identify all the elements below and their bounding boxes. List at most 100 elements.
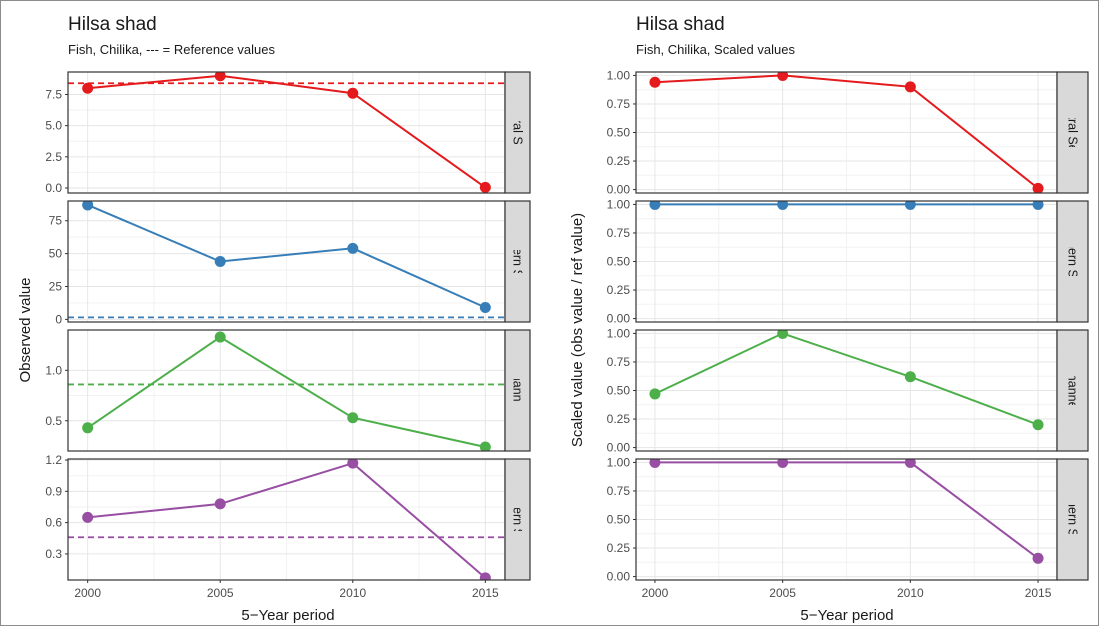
data-point	[214, 256, 226, 267]
x-tick-label: 2000	[642, 586, 669, 600]
data-point	[479, 441, 491, 451]
y-tick-label: 0.25	[607, 412, 631, 426]
y-tick-label: 75	[49, 214, 63, 228]
plot-area	[68, 459, 505, 580]
y-tick-label: 1.0	[45, 363, 62, 377]
data-point	[82, 82, 94, 94]
data-point	[479, 572, 491, 580]
y-tick-label: 0.50	[607, 513, 631, 527]
observed-value-chart: Hilsa shad Fish, Chilika, --- = Referenc…	[17, 14, 531, 624]
y-tick-label: 0.50	[607, 255, 631, 269]
y-tick-label: 0.9	[45, 484, 62, 498]
data-point	[82, 201, 94, 211]
y-tick-label: 1.00	[607, 455, 631, 469]
x-tick-label: 2005	[207, 586, 234, 600]
chart-title: Hilsa shad	[68, 14, 157, 35]
y-tick-label: 0.75	[607, 97, 631, 111]
panel-central-sector: 0.00 0.25 0.50 0.75 1.00 Central Sector	[607, 68, 1089, 197]
y-tick-label: 1.00	[607, 197, 631, 211]
panel-northern-sector: 0 25 50 75 Northern Sector	[49, 200, 531, 326]
y-tick-label: 0.75	[607, 355, 631, 369]
strip-background	[504, 458, 531, 581]
data-point	[347, 412, 359, 424]
y-tick-label: 0.75	[607, 226, 631, 240]
panel-central-sector: 0.0 2.5 5.0 7.5 Central Sector	[45, 71, 531, 195]
data-point	[479, 181, 491, 193]
panel-southern-sector: 0.3 0.6 0.9 1.2 Southern Sector	[45, 453, 531, 581]
plot-area	[68, 72, 505, 193]
strip-label: Northern Sector	[511, 217, 525, 305]
y-tick-label: 1.2	[45, 453, 62, 467]
strip-background	[1056, 329, 1089, 452]
chart-subtitle: Fish, Chilika, Scaled values	[636, 42, 795, 57]
data-point	[777, 201, 789, 210]
panel-northern-sector: 0.00 0.25 0.50 0.75 1.00 Northern Sector	[607, 197, 1089, 326]
x-axis-label: 5−Year period	[800, 607, 893, 624]
facet-strip: Central Sector	[1056, 71, 1089, 194]
panel-southern-sector: 0.00 0.25 0.50 0.75 1.00 Southern Sector	[607, 455, 1089, 584]
strip-label: Northern Sector	[1066, 217, 1080, 305]
data-point	[1032, 201, 1044, 210]
data-point	[347, 87, 359, 99]
y-tick-label: 7.5	[45, 87, 62, 101]
y-axis-label: Scaled value (obs value / ref value)	[569, 213, 586, 447]
strip-background	[1056, 71, 1089, 194]
plot-area	[68, 201, 505, 319]
data-point	[214, 72, 226, 82]
panel-outer-channel-sector: 0.5 1.0 Outer Channel Sector	[45, 329, 531, 452]
y-tick-label: 0.25	[607, 541, 631, 555]
y-tick-label: 0.25	[607, 154, 631, 168]
y-tick-label: 0.0	[45, 181, 62, 195]
facet-strip: Southern Sector	[504, 458, 531, 581]
plot-area	[649, 330, 1044, 431]
data-point	[479, 302, 491, 314]
series-line	[654, 74, 1039, 190]
chart-title: Hilsa shad	[636, 14, 725, 35]
y-tick-label: 0.00	[607, 312, 631, 326]
y-tick-label: 0.5	[45, 414, 62, 428]
scaled-value-chart: Hilsa shad Fish, Chilika, Scaled values …	[569, 14, 1089, 624]
y-tick-label: 0	[55, 312, 62, 326]
y-tick-label: 2.5	[45, 150, 62, 164]
plot-area	[649, 201, 1044, 210]
strip-label: Central Sector	[1066, 93, 1080, 173]
facet-strip: Northern Sector	[1056, 200, 1089, 323]
strip-label: Southern Sector	[1066, 474, 1080, 564]
x-axis-label: 5−Year period	[241, 607, 334, 624]
strip-label: Southern Sector	[511, 474, 525, 564]
x-tick-label: 2000	[74, 586, 101, 600]
facet-strip: Southern Sector	[1056, 458, 1089, 581]
data-point	[82, 511, 94, 523]
y-tick-label: 0.00	[607, 183, 631, 197]
y-axis-label: Observed value	[17, 277, 34, 382]
plot-area	[68, 331, 505, 451]
plot-area	[649, 72, 1044, 193]
series-line	[87, 203, 486, 309]
data-point	[1032, 182, 1044, 193]
data-point	[214, 498, 226, 510]
y-tick-label: 0.50	[607, 384, 631, 398]
data-point	[904, 81, 916, 93]
x-tick-label: 2005	[769, 586, 796, 600]
x-tick-label: 2015	[472, 586, 499, 600]
series-line	[87, 74, 486, 189]
y-tick-label: 0.25	[607, 283, 631, 297]
strip-background	[1056, 200, 1089, 323]
facet-strip: Outer Channel Sector	[1056, 329, 1089, 452]
data-point	[777, 330, 789, 339]
x-tick-label: 2010	[897, 586, 924, 600]
facet-strip: Northern Sector	[504, 200, 531, 323]
strip-label: Outer Channel Sector	[1066, 330, 1080, 451]
data-point	[649, 388, 661, 400]
x-tick-label: 2015	[1025, 586, 1052, 600]
chart-subtitle: Fish, Chilika, --- = Reference values	[68, 42, 275, 57]
x-tick-label: 2010	[339, 586, 366, 600]
y-tick-label: 0.6	[45, 516, 62, 530]
strip-label: Central Sector	[511, 93, 525, 173]
y-tick-label: 0.00	[607, 441, 631, 455]
series-line	[654, 461, 1039, 560]
strip-background	[504, 329, 531, 452]
y-tick-label: 0.75	[607, 484, 631, 498]
y-tick-label: 1.00	[607, 68, 631, 82]
